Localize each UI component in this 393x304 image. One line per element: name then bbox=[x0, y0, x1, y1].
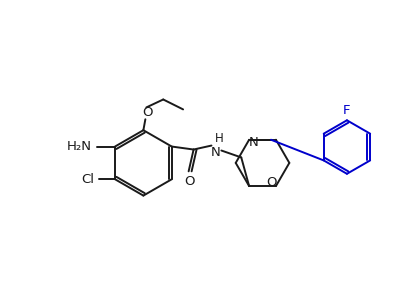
Text: N: N bbox=[211, 146, 220, 159]
Text: O: O bbox=[267, 176, 277, 188]
Text: H: H bbox=[215, 132, 224, 145]
Text: F: F bbox=[343, 104, 351, 117]
Text: H₂N: H₂N bbox=[67, 140, 92, 153]
Text: O: O bbox=[184, 175, 195, 188]
Text: O: O bbox=[142, 106, 152, 119]
Text: N: N bbox=[249, 136, 259, 149]
Text: Cl: Cl bbox=[81, 173, 94, 186]
